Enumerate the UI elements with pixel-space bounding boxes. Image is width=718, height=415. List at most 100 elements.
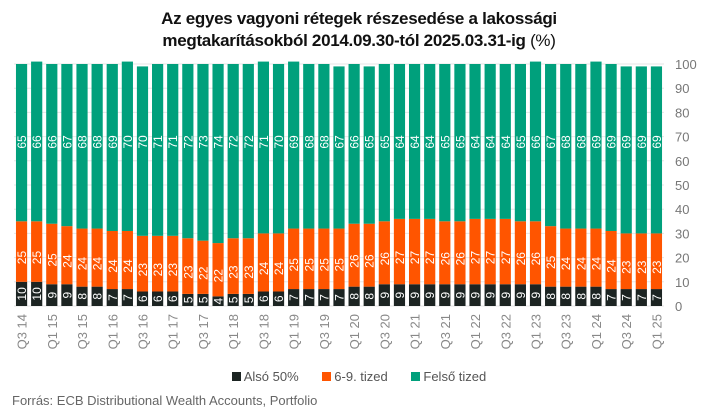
data-label: 22 — [212, 269, 226, 283]
data-label: 27 — [393, 251, 407, 265]
data-label: 73 — [196, 135, 210, 149]
y-tick-label: 20 — [675, 251, 689, 266]
data-label: 26 — [529, 252, 543, 266]
bar-segment-fels-tized — [257, 61, 270, 234]
data-label: 24 — [589, 257, 603, 271]
source-note: Forrás: ECB Distributional Wealth Accoun… — [12, 393, 318, 408]
bar-segment-fels-tized — [31, 61, 43, 222]
x-tick-label: Q1 21 — [408, 314, 423, 349]
data-label: 7 — [605, 294, 619, 301]
data-label: 66 — [30, 135, 44, 149]
bar-segment-als-50- — [46, 284, 58, 306]
bar-segment-6-9-tized — [272, 233, 285, 292]
data-label: 22 — [196, 266, 210, 280]
y-tick-label: 90 — [675, 81, 689, 96]
y-tick-label: 40 — [675, 202, 689, 217]
y-tick-label: 70 — [675, 130, 689, 145]
bar-segment-als-50- — [439, 284, 451, 306]
bar-segment-6-9-tized — [136, 235, 149, 292]
bar-segment-als-50- — [514, 284, 526, 306]
bar-segment-fels-tized — [167, 64, 179, 236]
legend-item-6-9-tized: 6-9. tized — [322, 369, 388, 384]
bar-segment-als-50- — [620, 289, 632, 306]
data-label: 23 — [136, 263, 150, 277]
bar-segment-6-9-tized — [31, 221, 43, 282]
bar-segment-6-9-tized — [76, 228, 88, 287]
data-label: 26 — [453, 252, 467, 266]
bar-segment-als-50- — [76, 286, 88, 306]
bar-segment-6-9-tized — [333, 228, 345, 290]
data-label: 68 — [574, 135, 588, 149]
bar-segment-fels-tized — [15, 64, 28, 222]
data-label: 25 — [30, 251, 44, 265]
data-label: 9 — [393, 291, 407, 298]
data-label: 9 — [45, 291, 59, 298]
data-label: 26 — [363, 254, 377, 268]
bar-segment-fels-tized — [106, 64, 118, 231]
data-label: 23 — [242, 265, 256, 279]
data-label: 25 — [544, 255, 558, 269]
data-label: 27 — [408, 251, 422, 265]
data-label: 70 — [121, 135, 135, 149]
data-label: 26 — [438, 252, 452, 266]
x-tick-label: Q1 16 — [105, 314, 120, 349]
bar-segment-6-9-tized — [575, 228, 587, 287]
data-label: 68 — [76, 135, 90, 149]
data-label: 8 — [589, 293, 603, 300]
bar-segment-6-9-tized — [560, 228, 572, 287]
bar-segment-fels-tized — [408, 64, 421, 219]
bar-segment-6-9-tized — [303, 228, 315, 290]
bar-segment-6-9-tized — [545, 226, 557, 287]
data-label: 8 — [348, 293, 362, 300]
data-label: 69 — [620, 135, 634, 149]
bar-segment-als-50- — [15, 281, 28, 306]
data-label: 68 — [91, 135, 105, 149]
data-label: 66 — [45, 135, 59, 149]
data-label: 26 — [378, 252, 392, 266]
bar-segment-6-9-tized — [393, 218, 406, 285]
x-tick-label: Q1 17 — [166, 314, 181, 349]
bar-segment-fels-tized — [620, 66, 632, 234]
chart-title: Az egyes vagyoni rétegek részesedése a l… — [0, 8, 718, 52]
bar-segment-fels-tized — [152, 64, 164, 236]
legend-label: Alsó 50% — [243, 369, 299, 384]
data-label: 9 — [514, 291, 528, 298]
bar-segment-6-9-tized — [15, 221, 28, 282]
data-label: 24 — [559, 257, 573, 271]
x-tick-label: Q3 18 — [256, 314, 271, 349]
data-label: 9 — [60, 291, 74, 298]
bar-segment-als-50- — [227, 293, 239, 306]
data-label: 7 — [620, 294, 634, 301]
data-label: 24 — [106, 259, 120, 273]
bar-segment-als-50- — [182, 293, 194, 306]
bar-segment-als-50- — [650, 289, 663, 306]
data-label: 8 — [91, 293, 105, 300]
data-label: 69 — [287, 135, 301, 149]
data-label: 9 — [529, 291, 543, 298]
data-label: 24 — [257, 261, 271, 275]
data-label: 71 — [257, 135, 271, 149]
bar-segment-fels-tized — [242, 64, 254, 239]
data-label: 7 — [302, 294, 316, 301]
data-label: 9 — [408, 291, 422, 298]
bar-segment-fels-tized — [303, 64, 315, 229]
x-tick-label: Q3 14 — [15, 314, 30, 349]
x-tick-label: Q1 15 — [45, 314, 60, 349]
bar-segment-als-50- — [333, 289, 345, 306]
bar-segment-fels-tized — [121, 61, 133, 231]
y-tick-label: 100 — [675, 57, 697, 72]
data-label: 68 — [559, 135, 573, 149]
bar-segment-6-9-tized — [650, 233, 663, 290]
data-label: 64 — [484, 135, 498, 149]
data-label: 24 — [605, 259, 619, 273]
bar-segment-fels-tized — [212, 64, 224, 244]
bar-segment-fels-tized — [575, 64, 587, 229]
data-label: 24 — [91, 257, 105, 271]
bar-segment-als-50- — [560, 286, 572, 306]
bar-segment-als-50- — [590, 286, 602, 306]
bar-segment-fels-tized — [454, 64, 466, 222]
data-label: 9 — [378, 291, 392, 298]
bar-segment-6-9-tized — [227, 238, 239, 294]
data-label: 65 — [514, 135, 528, 149]
bar-segment-6-9-tized — [61, 226, 73, 285]
